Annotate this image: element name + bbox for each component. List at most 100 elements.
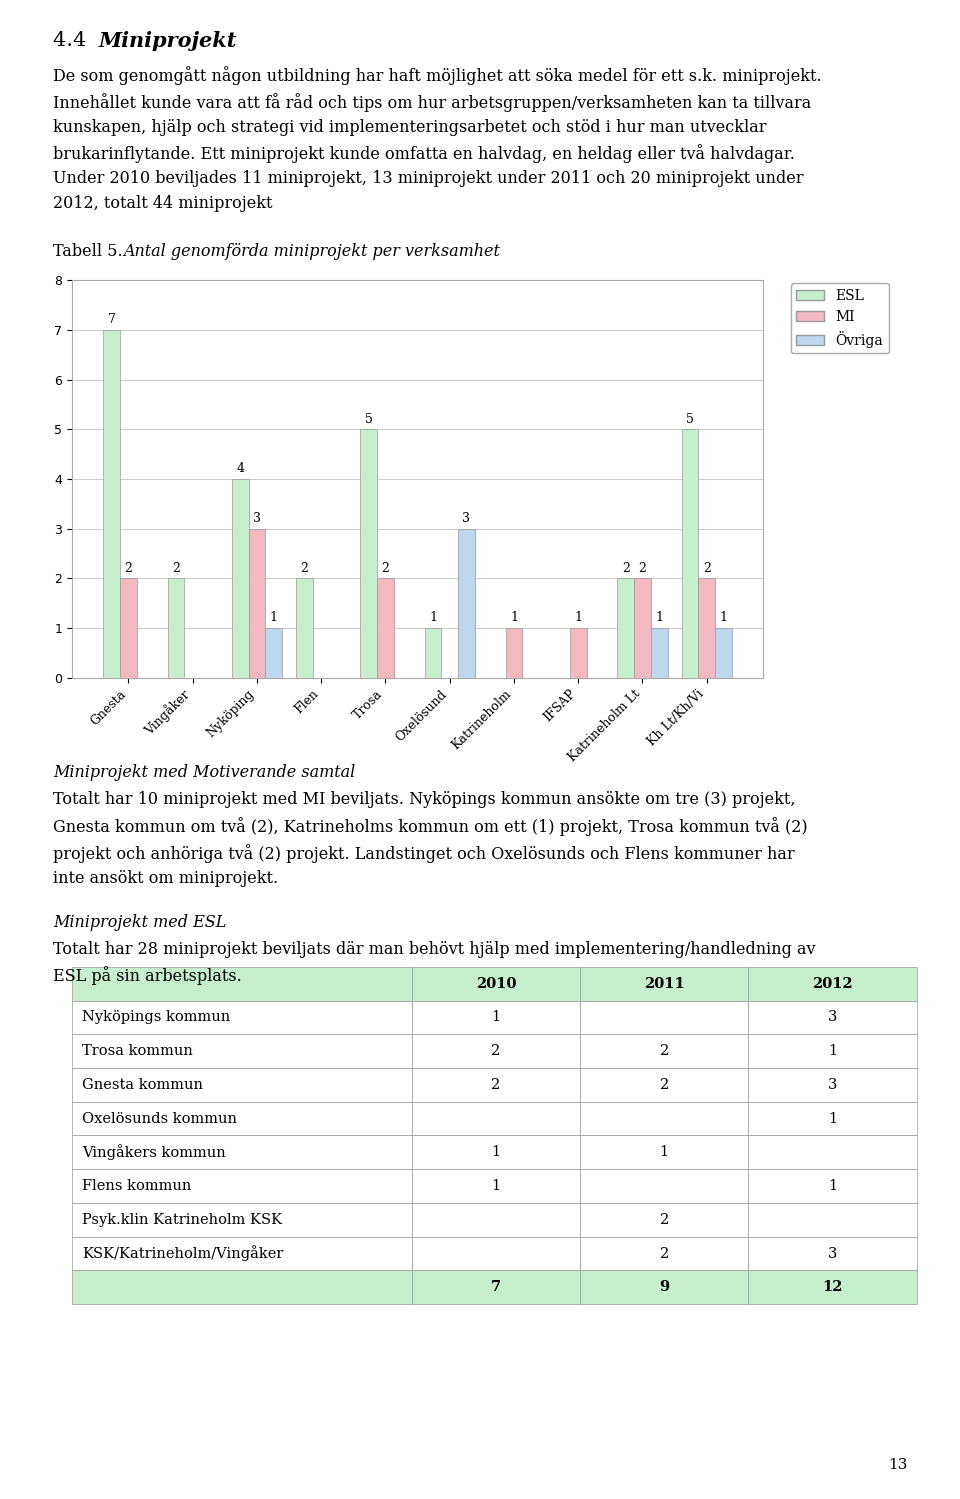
FancyBboxPatch shape xyxy=(748,1102,917,1136)
Text: 4.4: 4.4 xyxy=(53,31,99,51)
Text: 2011: 2011 xyxy=(644,977,684,991)
FancyBboxPatch shape xyxy=(72,1237,412,1271)
Legend: ESL, MI, Övriga: ESL, MI, Övriga xyxy=(791,283,889,354)
Bar xyxy=(120,579,137,678)
Bar xyxy=(168,579,184,678)
FancyBboxPatch shape xyxy=(748,1237,917,1271)
Text: 9: 9 xyxy=(660,1280,669,1294)
FancyBboxPatch shape xyxy=(748,1271,917,1304)
FancyBboxPatch shape xyxy=(412,1001,580,1034)
Text: 3: 3 xyxy=(828,1010,837,1024)
Text: Totalt har 28 miniprojekt beviljats där man behövt hjälp med implementering/hand: Totalt har 28 miniprojekt beviljats där … xyxy=(53,941,815,985)
Text: 2: 2 xyxy=(660,1045,669,1058)
Text: 2: 2 xyxy=(703,562,710,574)
Bar xyxy=(360,429,377,678)
FancyBboxPatch shape xyxy=(580,1271,748,1304)
Text: 3: 3 xyxy=(828,1078,837,1091)
Text: Tabell 5.: Tabell 5. xyxy=(53,243,128,259)
Text: 1: 1 xyxy=(828,1045,837,1058)
FancyBboxPatch shape xyxy=(412,1202,580,1237)
FancyBboxPatch shape xyxy=(580,1067,748,1102)
Text: 2: 2 xyxy=(125,562,132,574)
Text: 1: 1 xyxy=(828,1180,837,1193)
Text: 1: 1 xyxy=(828,1112,837,1126)
FancyBboxPatch shape xyxy=(580,1034,748,1067)
Text: 1: 1 xyxy=(492,1180,500,1193)
Text: 2: 2 xyxy=(622,562,630,574)
FancyBboxPatch shape xyxy=(72,1102,412,1136)
Text: 3: 3 xyxy=(828,1247,837,1261)
Bar xyxy=(682,429,698,678)
FancyBboxPatch shape xyxy=(412,1034,580,1067)
Bar xyxy=(715,628,732,678)
FancyBboxPatch shape xyxy=(412,1237,580,1271)
Text: 2: 2 xyxy=(492,1045,500,1058)
Text: 2: 2 xyxy=(638,562,646,574)
Text: 2: 2 xyxy=(660,1213,669,1226)
Bar xyxy=(458,529,475,678)
Text: 1: 1 xyxy=(655,612,663,625)
Bar xyxy=(232,480,249,678)
Text: 2: 2 xyxy=(660,1247,669,1261)
Text: 3: 3 xyxy=(463,513,470,525)
FancyBboxPatch shape xyxy=(412,1102,580,1136)
Text: 4: 4 xyxy=(236,463,244,475)
FancyBboxPatch shape xyxy=(72,1136,412,1169)
FancyBboxPatch shape xyxy=(72,1169,412,1202)
Text: Miniprojekt med ESL: Miniprojekt med ESL xyxy=(53,914,227,931)
Text: Gnesta kommun: Gnesta kommun xyxy=(83,1078,204,1091)
FancyBboxPatch shape xyxy=(748,1136,917,1169)
Text: 5: 5 xyxy=(365,412,372,426)
Text: 1: 1 xyxy=(660,1145,669,1159)
Text: Miniprojekt: Miniprojekt xyxy=(99,31,237,51)
FancyBboxPatch shape xyxy=(748,1202,917,1237)
FancyBboxPatch shape xyxy=(412,1136,580,1169)
FancyBboxPatch shape xyxy=(580,1237,748,1271)
Bar xyxy=(377,579,394,678)
Text: 2: 2 xyxy=(660,1078,669,1091)
FancyBboxPatch shape xyxy=(72,1202,412,1237)
FancyBboxPatch shape xyxy=(748,1001,917,1034)
Text: Trosa kommun: Trosa kommun xyxy=(83,1045,193,1058)
Text: 2: 2 xyxy=(381,562,390,574)
FancyBboxPatch shape xyxy=(580,1169,748,1202)
Text: 1: 1 xyxy=(510,612,518,625)
FancyBboxPatch shape xyxy=(72,1067,412,1102)
Text: Oxelösunds kommun: Oxelösunds kommun xyxy=(83,1112,237,1126)
Text: 1: 1 xyxy=(270,612,277,625)
Text: 1: 1 xyxy=(492,1145,500,1159)
Text: Miniprojekt med Motiverande samtal: Miniprojekt med Motiverande samtal xyxy=(53,764,355,781)
FancyBboxPatch shape xyxy=(748,967,917,1001)
FancyBboxPatch shape xyxy=(580,967,748,1001)
Text: KSK/Katrineholm/Vingåker: KSK/Katrineholm/Vingåker xyxy=(83,1246,283,1262)
FancyBboxPatch shape xyxy=(72,967,412,1001)
FancyBboxPatch shape xyxy=(412,967,580,1001)
FancyBboxPatch shape xyxy=(748,1034,917,1067)
FancyBboxPatch shape xyxy=(72,1271,412,1304)
Text: 7: 7 xyxy=(491,1280,501,1294)
Bar xyxy=(265,628,282,678)
Text: 12: 12 xyxy=(822,1280,843,1294)
Bar xyxy=(297,579,313,678)
Text: 2: 2 xyxy=(300,562,308,574)
Bar xyxy=(698,579,715,678)
Text: 7: 7 xyxy=(108,313,116,327)
Bar xyxy=(651,628,667,678)
Text: Vingåkers kommun: Vingåkers kommun xyxy=(83,1144,226,1160)
Bar xyxy=(424,628,442,678)
Text: 2012: 2012 xyxy=(812,977,852,991)
FancyBboxPatch shape xyxy=(72,1001,412,1034)
FancyBboxPatch shape xyxy=(748,1067,917,1102)
FancyBboxPatch shape xyxy=(748,1169,917,1202)
Text: 2: 2 xyxy=(492,1078,500,1091)
Text: 3: 3 xyxy=(253,513,261,525)
FancyBboxPatch shape xyxy=(580,1202,748,1237)
FancyBboxPatch shape xyxy=(412,1271,580,1304)
Text: 1: 1 xyxy=(719,612,728,625)
Text: 13: 13 xyxy=(888,1459,907,1472)
Text: 1: 1 xyxy=(492,1010,500,1024)
Bar xyxy=(617,579,635,678)
Text: 2010: 2010 xyxy=(476,977,516,991)
FancyBboxPatch shape xyxy=(412,1169,580,1202)
Text: Totalt har 10 miniprojekt med MI beviljats. Nyköpings kommun ansökte om tre (3) : Totalt har 10 miniprojekt med MI bevilja… xyxy=(53,791,807,887)
